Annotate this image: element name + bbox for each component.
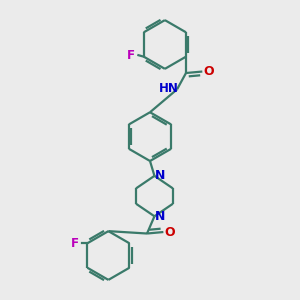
Text: O: O xyxy=(203,65,214,78)
Text: N: N xyxy=(154,169,165,182)
Text: O: O xyxy=(165,226,175,238)
Text: N: N xyxy=(154,210,165,223)
Text: HN: HN xyxy=(159,82,179,95)
Text: F: F xyxy=(70,237,79,250)
Text: F: F xyxy=(127,49,135,62)
